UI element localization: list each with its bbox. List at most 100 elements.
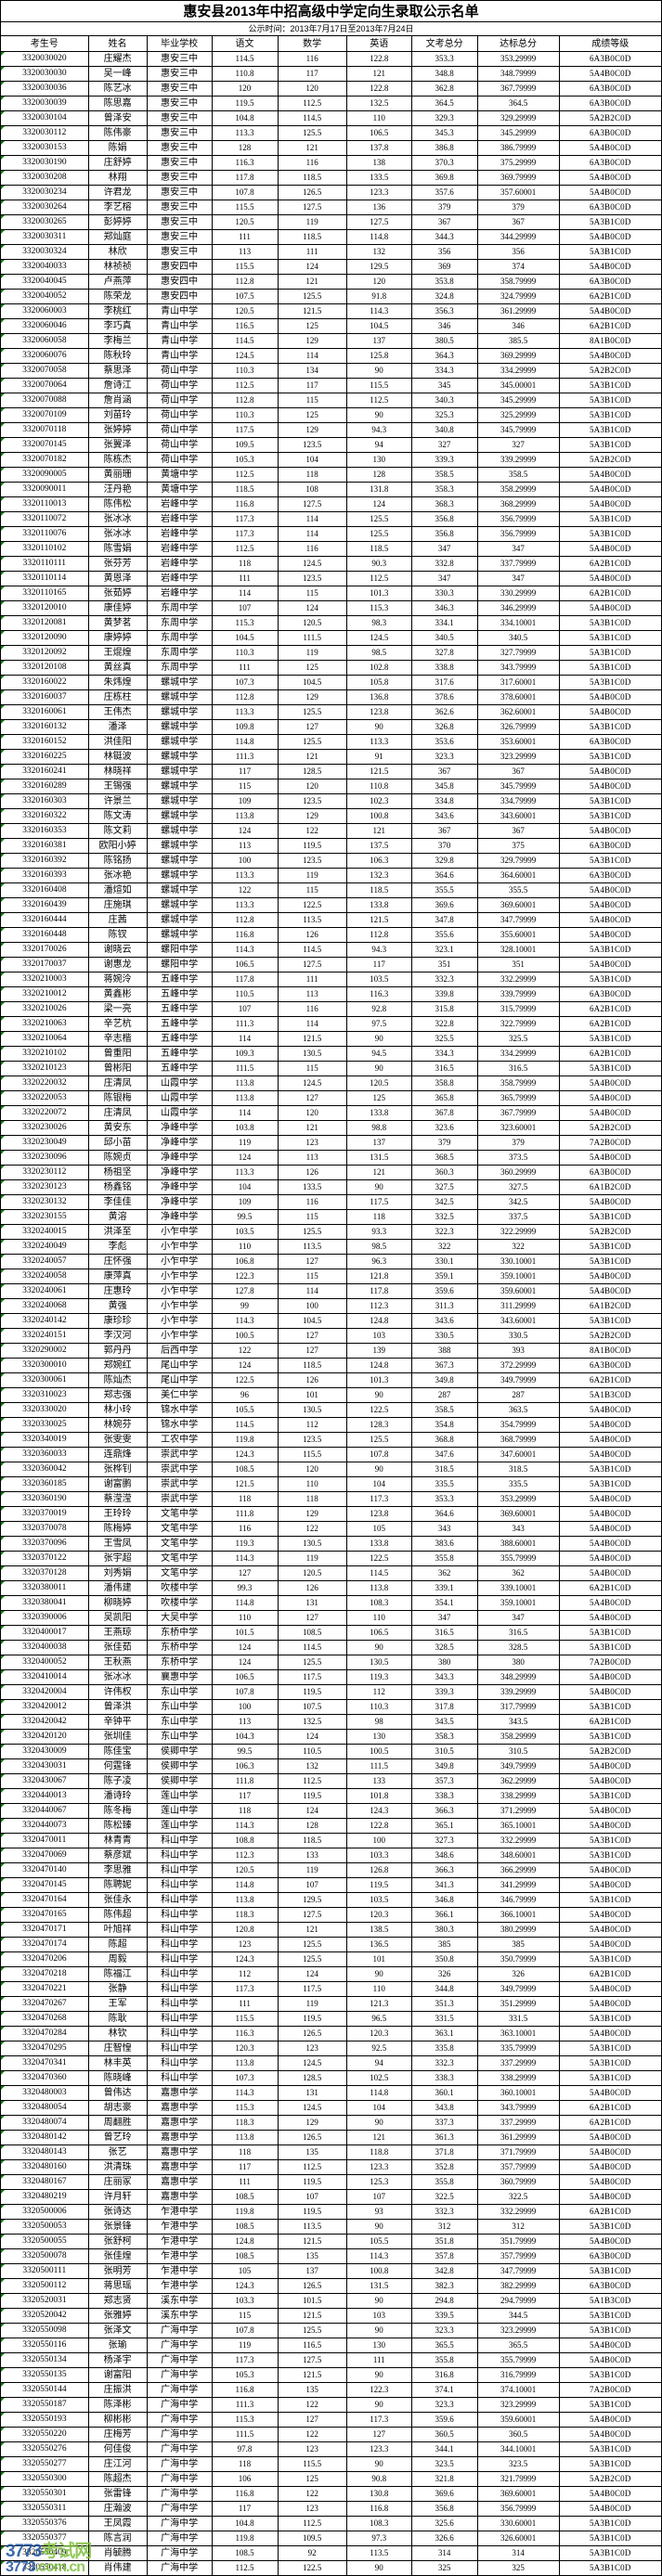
cell-1[interactable]: 庄施琪 xyxy=(87,897,148,913)
cell-6[interactable]: 340.8 xyxy=(410,422,478,438)
cell-1[interactable]: 郑婉红 xyxy=(87,1358,148,1373)
cell-4[interactable]: 121 xyxy=(277,140,347,156)
cell-2[interactable]: 广海中学 xyxy=(146,2338,213,2353)
table-row[interactable]: 3320420004 许伟权 东山中学 107.8 119.5 112 339.3 339.2… xyxy=(0,1684,662,1700)
cell-7[interactable]: 355.79999 xyxy=(476,1551,560,1566)
cell-1[interactable]: 蔡彦斌 xyxy=(87,1848,148,1863)
cell-5[interactable]: 128 xyxy=(345,467,412,483)
table-row[interactable]: 3320520042 张雅婷 溪东中学 115 121.5 103 339.5 344.5 5A… xyxy=(0,2308,662,2324)
cell-0[interactable]: 3320380041 xyxy=(0,1595,89,1611)
cell-2[interactable]: 广海中学 xyxy=(146,2397,213,2413)
cell-6[interactable]: 355.8 xyxy=(410,2352,478,2368)
cell-5[interactable]: 117.5 xyxy=(345,1194,412,1210)
cell-5[interactable]: 118.8 xyxy=(345,2145,412,2160)
cell-0[interactable]: 3320160381 xyxy=(0,838,89,854)
table-row[interactable]: 3320060076 陈秋玲 青山中学 124.5 114 125.8 364.3 369.2… xyxy=(0,348,662,364)
cell-6[interactable]: 355.6 xyxy=(410,927,478,943)
cell-3[interactable]: 114 xyxy=(211,586,279,601)
cell-3[interactable]: 114 xyxy=(211,1031,279,1047)
cell-6[interactable]: 334.8 xyxy=(410,793,478,809)
cell-4[interactable]: 107 xyxy=(277,1877,347,1893)
cell-4[interactable]: 116 xyxy=(277,541,347,557)
cell-6[interactable]: 338.3 xyxy=(410,2070,478,2086)
cell-5[interactable]: 112.8 xyxy=(345,927,412,943)
cell-8[interactable]: 5A4B0C0D xyxy=(558,927,662,943)
cell-6[interactable]: 364.6 xyxy=(410,1506,478,1522)
cell-5[interactable]: 105.5 xyxy=(345,2234,412,2249)
cell-2[interactable]: 荷山中学 xyxy=(146,437,213,453)
cell-7[interactable]: 371.79999 xyxy=(476,2145,560,2160)
table-row[interactable]: 3320210102 曾重阳 五峰中学 109.3 130.5 94.5 334.3 334.… xyxy=(0,1046,662,1062)
cell-3[interactable]: 106.5 xyxy=(211,1669,279,1685)
cell-7[interactable]: 332.29999 xyxy=(476,2204,560,2220)
cell-0[interactable]: 3320160152 xyxy=(0,734,89,750)
cell-5[interactable]: 103.5 xyxy=(345,1892,412,1908)
table-row[interactable]: 3320220032 庄清凤 山霞中学 113.8 124.5 120.5 358.8 358… xyxy=(0,1075,662,1091)
cell-0[interactable]: 3320550276 xyxy=(0,2441,89,2457)
cell-6[interactable]: 354.1 xyxy=(410,1595,478,1611)
cell-4[interactable]: 120 xyxy=(277,1105,347,1121)
cell-1[interactable]: 李汉河 xyxy=(87,1328,148,1344)
cell-1[interactable]: 周毅 xyxy=(87,1951,148,1967)
cell-1[interactable]: 郑志贤 xyxy=(87,2293,148,2309)
table-row[interactable]: 3320340019 张雯雯 工农中学 119.8 123.5 125.5 368.8 368… xyxy=(0,1432,662,1448)
cell-5[interactable]: 90 xyxy=(345,363,412,379)
cell-4[interactable]: 112 xyxy=(277,1417,347,1433)
cell-1[interactable]: 王雪凤 xyxy=(87,1536,148,1552)
cell-5[interactable]: 117.3 xyxy=(345,2412,412,2428)
cell-0[interactable]: 3320470341 xyxy=(0,2055,89,2071)
cell-0[interactable]: 3320420042 xyxy=(0,1714,89,1730)
cell-2[interactable]: 吹楼中学 xyxy=(146,1580,213,1596)
cell-6[interactable]: 322.8 xyxy=(410,1016,478,1032)
cell-0[interactable]: 3320550098 xyxy=(0,2323,89,2338)
cell-0[interactable]: 3320550135 xyxy=(0,2367,89,2383)
cell-8[interactable]: 6A3B0C0D xyxy=(558,155,662,171)
cell-1[interactable]: 陈松臻 xyxy=(87,1818,148,1834)
cell-8[interactable]: 6A3B0C0D xyxy=(558,1165,662,1180)
cell-6[interactable]: 344.1 xyxy=(410,2441,478,2457)
table-row[interactable]: 3320060058 李梅兰 青山中学 114.5 129 137 380.5 385.5 8A… xyxy=(0,333,662,349)
cell-7[interactable]: 346.79999 xyxy=(476,1892,560,1908)
table-row[interactable]: 3320070064 詹诗江 荷山中学 112.5 117 115.5 345 345.000… xyxy=(0,378,662,393)
cell-7[interactable]: 339.29999 xyxy=(476,452,560,468)
cell-8[interactable]: 5A3B1C0D xyxy=(558,615,662,631)
cell-6[interactable]: 351.3 xyxy=(410,1996,478,2012)
cell-0[interactable]: 3320090005 xyxy=(0,467,89,483)
cell-8[interactable]: 5A4B0C0D xyxy=(558,764,662,779)
cell-1[interactable]: 曾泽洪 xyxy=(87,1699,148,1715)
cell-7[interactable]: 374 xyxy=(476,259,560,275)
cell-1[interactable]: 陈铭扬 xyxy=(87,853,148,869)
cell-8[interactable]: 5A4B0C0D xyxy=(558,185,662,200)
cell-1[interactable]: 吴凯阳 xyxy=(87,1610,148,1626)
cell-6[interactable]: 359.6 xyxy=(410,1283,478,1299)
cell-6[interactable]: 342.5 xyxy=(410,1194,478,1210)
cell-6[interactable]: 321.8 xyxy=(410,2471,478,2487)
cell-7[interactable]: 358.29999 xyxy=(476,1729,560,1745)
cell-3[interactable]: 111.8 xyxy=(211,1773,279,1789)
table-row[interactable]: 3320550301 张雷锋 广海中学 116.8 122 130.8 369.6 369.6… xyxy=(0,2486,662,2502)
cell-3[interactable]: 107.8 xyxy=(211,1684,279,1700)
cell-1[interactable]: 陈灿杰 xyxy=(87,1372,148,1388)
cell-1[interactable]: 洪佳阳 xyxy=(87,734,148,750)
cell-2[interactable]: 螺城中学 xyxy=(146,897,213,913)
cell-8[interactable]: 5A4B0C0D xyxy=(558,1803,662,1819)
cell-8[interactable]: 5A2B2C0D xyxy=(558,1744,662,1759)
cell-4[interactable]: 123.5 xyxy=(277,571,347,586)
cell-0[interactable]: 3320210063 xyxy=(0,1016,89,1032)
table-row[interactable]: 3320070182 陈栋杰 荷山中学 105.3 104 130 339.3 339.299… xyxy=(0,452,662,468)
cell-3[interactable]: 123 xyxy=(211,1937,279,1952)
cell-3[interactable]: 100 xyxy=(211,1699,279,1715)
cell-7[interactable]: 380 xyxy=(476,1655,560,1670)
table-row[interactable]: 3320170026 谢晓云 螺阳中学 114.3 114.5 94.3 323.1 328.… xyxy=(0,942,662,958)
cell-7[interactable]: 365.10001 xyxy=(476,1818,560,1834)
cell-3[interactable]: 119 xyxy=(211,1135,279,1151)
table-row[interactable]: 3320120010 康佳婷 东周中学 107 124 115.3 346.3 346.299… xyxy=(0,600,662,616)
table-row[interactable]: 3320230096 陈婉贞 净峰中学 124 113 131.5 368.5 373.5 5A… xyxy=(0,1150,662,1166)
cell-7[interactable]: 343.60001 xyxy=(476,1313,560,1329)
cell-1[interactable]: 陈婉贞 xyxy=(87,1150,148,1166)
cell-0[interactable]: 3320470267 xyxy=(0,1996,89,2012)
cell-0[interactable]: 3320430031 xyxy=(0,1758,89,1774)
cell-1[interactable]: 陈银梅 xyxy=(87,1090,148,1106)
cell-2[interactable]: 广海中学 xyxy=(146,2486,213,2502)
cell-4[interactable]: 112.5 xyxy=(277,96,347,111)
